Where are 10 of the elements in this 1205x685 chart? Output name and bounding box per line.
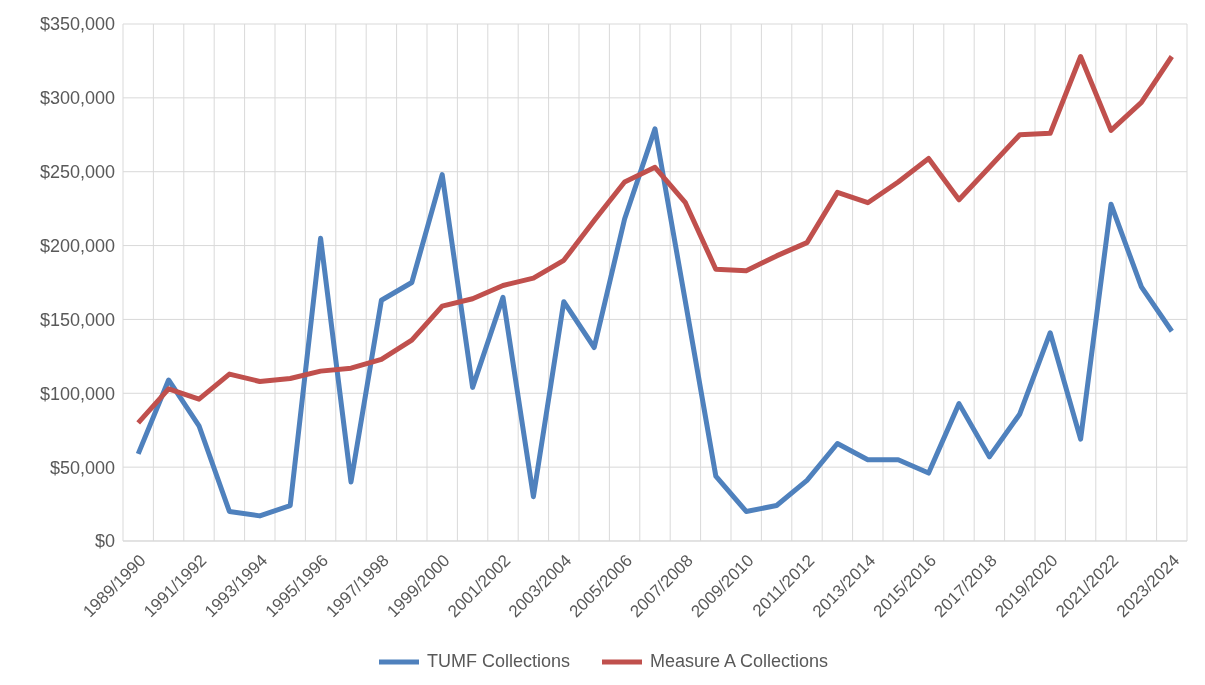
y-tick-label: $200,000 [39, 235, 115, 256]
y-tick-label: $0 [94, 531, 115, 552]
y-tick-label: $300,000 [39, 88, 115, 109]
legend-label: TUMF Collections [425, 651, 570, 672]
y-tick-label: $350,000 [39, 14, 115, 35]
y-tick-label: $250,000 [39, 162, 115, 183]
y-tick-label: $150,000 [39, 309, 115, 330]
y-tick-label: $50,000 [49, 457, 115, 478]
legend-label: Measure A Collections [648, 651, 829, 672]
y-tick-label: $100,000 [39, 383, 115, 404]
